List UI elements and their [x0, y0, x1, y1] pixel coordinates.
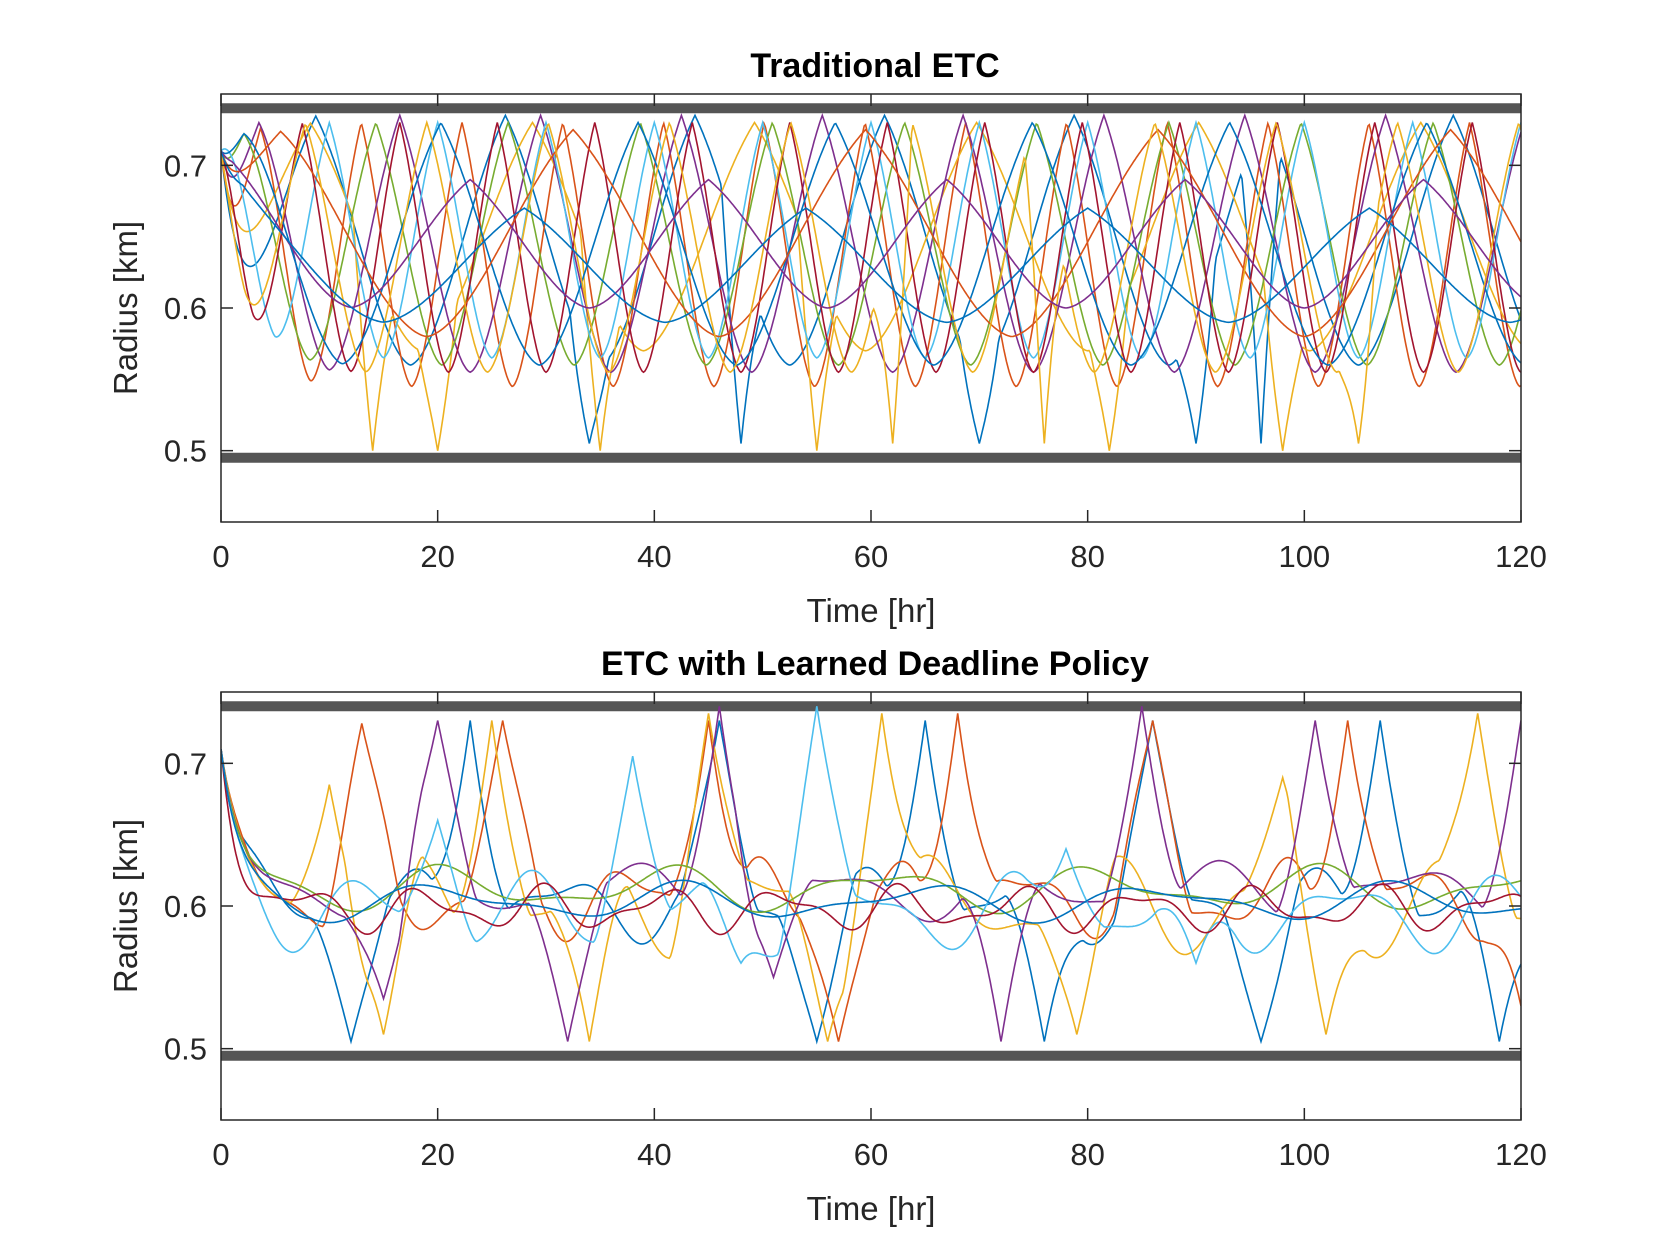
x-tick-label: 120	[1495, 1137, 1547, 1172]
series-line-5	[221, 119, 1521, 367]
series-line-2	[221, 120, 1521, 388]
y-tick-label: 0.6	[164, 291, 207, 326]
series-line-3	[221, 713, 1521, 1042]
x-tick-label: 100	[1278, 539, 1330, 574]
series-line-5	[221, 748, 1521, 915]
x-tick-label: 0	[212, 539, 229, 574]
x-tick-label: 80	[1070, 539, 1104, 574]
y-tick-label: 0.5	[164, 434, 207, 469]
x-tick-label: 60	[854, 539, 888, 574]
series-line-8	[221, 120, 1521, 366]
y-axis-label: Radius [km]	[107, 221, 144, 395]
series-line-8	[221, 748, 1521, 924]
series-line-3	[221, 120, 1521, 451]
x-tick-label: 40	[637, 1137, 671, 1172]
x-tick-label: 80	[1070, 1137, 1104, 1172]
x-axis-label: Time [hr]	[807, 1190, 936, 1227]
x-tick-label: 40	[637, 539, 671, 574]
y-axis-label: Radius [km]	[107, 819, 144, 993]
y-tick-label: 0.7	[164, 148, 207, 183]
chart-title: Traditional ETC	[750, 47, 999, 85]
series-line-9	[221, 128, 1521, 338]
x-tick-label: 120	[1495, 539, 1547, 574]
x-tick-label: 20	[420, 1137, 454, 1172]
x-tick-label: 100	[1278, 1137, 1330, 1172]
series-line-4	[221, 706, 1521, 1042]
plot-traditional-etc	[221, 103, 1521, 463]
chart-title: ETC with Learned Deadline Policy	[601, 645, 1149, 683]
ticks-traditional-etc: 0 20 40 60 80 100 120 0.5 0.6 0.7	[164, 94, 1547, 574]
chart-learned-deadline: ETC with Learned Deadline Policy 0 20 40 60…	[107, 645, 1547, 1227]
x-tick-label: 20	[420, 539, 454, 574]
series-line-10	[221, 119, 1521, 444]
series-line-6	[221, 119, 1521, 359]
ticks-learned-deadline: 0 20 40 60 80 100 120 0.5 0.6 0.7	[164, 692, 1547, 1172]
x-axis-label: Time [hr]	[807, 592, 936, 629]
plot-learned-deadline	[221, 701, 1521, 1061]
series-line-11	[221, 150, 1521, 309]
x-tick-label: 0	[212, 1137, 229, 1172]
y-tick-label: 0.5	[164, 1032, 207, 1067]
series-line-7	[221, 749, 1521, 936]
x-tick-label: 60	[854, 1137, 888, 1172]
chart-traditional-etc: Traditional ETC 0 20 40 60 80 100 120 0.5 0.6 0.7…	[107, 47, 1547, 629]
series-line-12	[221, 150, 1521, 324]
y-tick-label: 0.6	[164, 889, 207, 924]
series-line-7	[221, 122, 1521, 374]
y-tick-label: 0.7	[164, 746, 207, 781]
